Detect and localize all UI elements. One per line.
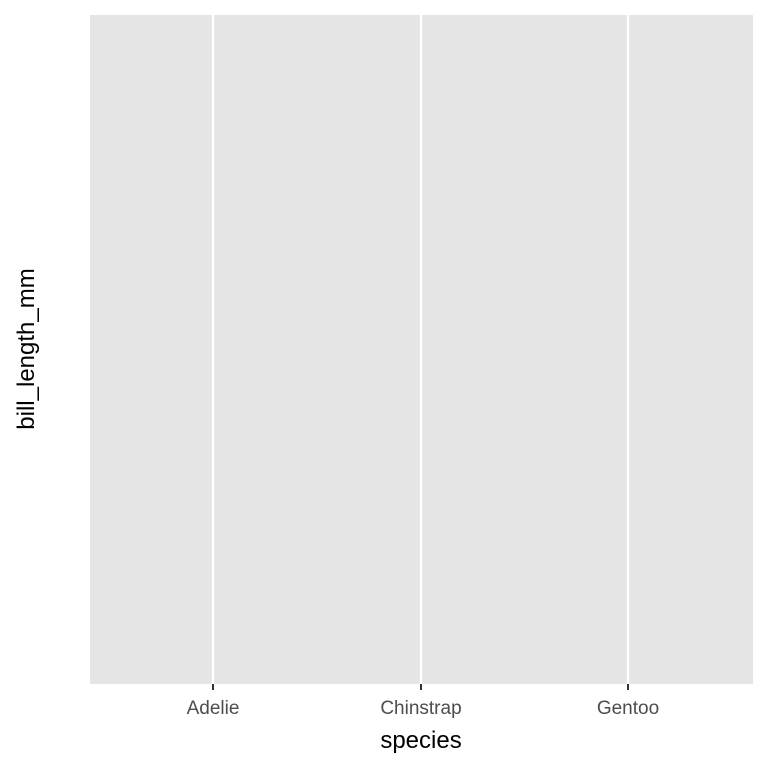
x-tick-label: Gentoo: [597, 698, 659, 719]
x-axis-title: species: [380, 727, 461, 754]
x-axis: Adelie Chinstrap Gentoo: [187, 684, 659, 719]
y-axis-title: bill_length_mm: [13, 268, 40, 429]
x-tick-label: Adelie: [187, 698, 240, 719]
x-tick-label: Chinstrap: [380, 698, 461, 719]
grid-major: [211, 15, 630, 684]
